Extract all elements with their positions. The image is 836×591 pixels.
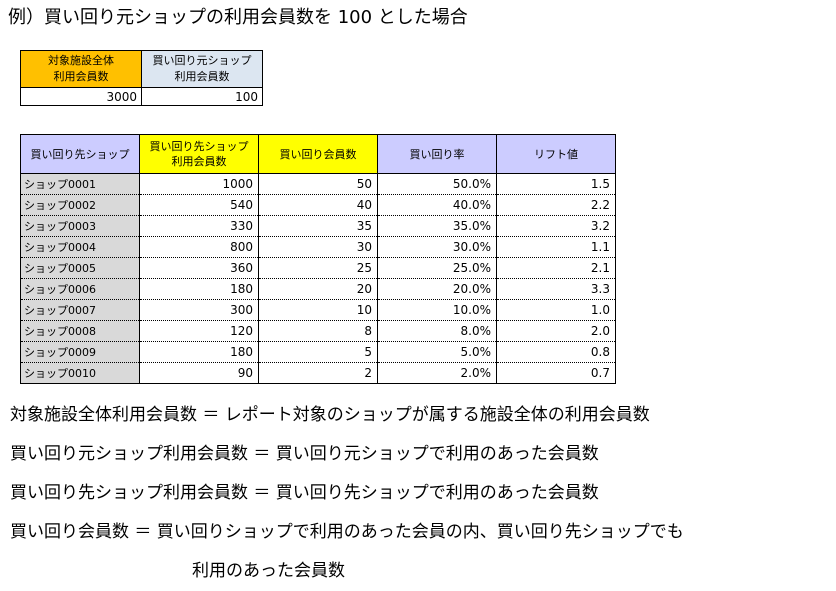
shop-name-cell: ショップ0008 — [20, 320, 140, 342]
source-shop-members-value: 100 — [141, 87, 263, 106]
table-row: ショップ0009 180 5 5.0% 0.8 — [20, 341, 616, 363]
cross-members-cell: 35 — [258, 215, 378, 237]
facility-members-header: 対象施設全体 利用会員数 — [20, 50, 142, 88]
lift-cell: 0.8 — [496, 341, 616, 363]
cross-rate-cell: 25.0% — [377, 257, 497, 279]
definitions: 対象施設全体利用会員数 ＝ レポート対象のショップが属する施設全体の利用会員数 … — [10, 396, 684, 591]
table-row: ショップ0004 800 30 30.0% 1.1 — [20, 236, 616, 258]
shop-name-cell: ショップ0005 — [20, 257, 140, 279]
col-header-cross-members: 買い回り会員数 — [258, 134, 378, 174]
cross-rate-cell: 2.0% — [377, 362, 497, 384]
cross-shopping-table: 買い回り先ショップ 買い回り先ショップ 利用会員数 買い回り会員数 買い回り率 リ… — [20, 134, 616, 384]
target-shop-members-cell: 90 — [139, 362, 259, 384]
lift-cell: 1.5 — [496, 173, 616, 195]
col-header-cross-rate: 買い回り率 — [377, 134, 497, 174]
cross-members-cell: 8 — [258, 320, 378, 342]
target-shop-members-cell: 1000 — [139, 173, 259, 195]
cross-members-cell: 10 — [258, 299, 378, 321]
lift-cell: 2.2 — [496, 194, 616, 216]
shop-name-cell: ショップ0001 — [20, 173, 140, 195]
target-shop-members-cell: 180 — [139, 278, 259, 300]
cross-rate-cell: 5.0% — [377, 341, 497, 363]
definition-target-shop-members: 買い回り先ショップ利用会員数 ＝ 買い回り先ショップで利用のあった会員数 — [10, 483, 599, 503]
table-row: ショップ0001 1000 50 50.0% 1.5 — [20, 173, 616, 195]
facility-members-value: 3000 — [20, 87, 142, 106]
table-row: ショップ0008 120 8 8.0% 2.0 — [20, 320, 616, 342]
definition-source-shop-members: 買い回り元ショップ利用会員数 ＝ 買い回り元ショップで利用のあった会員数 — [10, 444, 599, 464]
shop-name-cell: ショップ0010 — [20, 362, 140, 384]
shop-name-cell: ショップ0009 — [20, 341, 140, 363]
cross-rate-cell: 8.0% — [377, 320, 497, 342]
cross-members-cell: 20 — [258, 278, 378, 300]
col-header-target-shop: 買い回り先ショップ — [20, 134, 140, 174]
cross-rate-cell: 30.0% — [377, 236, 497, 258]
definition-cross-members: 買い回り会員数 ＝ 買い回りショップで利用のあった会員の内、買い回り先ショップで… — [10, 522, 684, 542]
shop-name-cell: ショップ0003 — [20, 215, 140, 237]
definition-cross-members-cont: 利用のあった会員数 — [192, 561, 345, 581]
cross-rate-cell: 40.0% — [377, 194, 497, 216]
col-header-lift: リフト値 — [496, 134, 616, 174]
page-heading: 例）買い回り元ショップの利用会員数を 100 とした場合 — [8, 7, 468, 28]
target-shop-members-cell: 540 — [139, 194, 259, 216]
table-row: ショップ0003 330 35 35.0% 3.2 — [20, 215, 616, 237]
lift-cell: 2.0 — [496, 320, 616, 342]
cross-rate-cell: 50.0% — [377, 173, 497, 195]
table-row: ショップ0007 300 10 10.0% 1.0 — [20, 299, 616, 321]
table-row: ショップ0002 540 40 40.0% 2.2 — [20, 194, 616, 216]
target-shop-members-cell: 300 — [139, 299, 259, 321]
lift-cell: 2.1 — [496, 257, 616, 279]
lift-cell: 1.0 — [496, 299, 616, 321]
target-shop-members-cell: 800 — [139, 236, 259, 258]
cross-members-cell: 40 — [258, 194, 378, 216]
table-row: ショップ0010 90 2 2.0% 0.7 — [20, 362, 616, 384]
target-shop-members-cell: 360 — [139, 257, 259, 279]
cross-members-cell: 2 — [258, 362, 378, 384]
lift-cell: 3.3 — [496, 278, 616, 300]
target-shop-members-cell: 180 — [139, 341, 259, 363]
shop-name-cell: ショップ0002 — [20, 194, 140, 216]
cross-members-cell: 30 — [258, 236, 378, 258]
lift-cell: 3.2 — [496, 215, 616, 237]
lift-cell: 1.1 — [496, 236, 616, 258]
cross-members-cell: 50 — [258, 173, 378, 195]
definition-facility-members: 対象施設全体利用会員数 ＝ レポート対象のショップが属する施設全体の利用会員数 — [10, 405, 650, 425]
shop-name-cell: ショップ0006 — [20, 278, 140, 300]
cross-rate-cell: 35.0% — [377, 215, 497, 237]
cross-members-cell: 25 — [258, 257, 378, 279]
col-header-target-shop-members: 買い回り先ショップ 利用会員数 — [139, 134, 259, 174]
table-row: ショップ0005 360 25 25.0% 2.1 — [20, 257, 616, 279]
shop-name-cell: ショップ0004 — [20, 236, 140, 258]
cross-members-cell: 5 — [258, 341, 378, 363]
source-shop-members-header: 買い回り元ショップ 利用会員数 — [141, 50, 263, 88]
cross-rate-cell: 10.0% — [377, 299, 497, 321]
cross-rate-cell: 20.0% — [377, 278, 497, 300]
lift-cell: 0.7 — [496, 362, 616, 384]
target-shop-members-cell: 120 — [139, 320, 259, 342]
summary-table: 対象施設全体 利用会員数 買い回り元ショップ 利用会員数 3000 100 — [20, 50, 263, 106]
target-shop-members-cell: 330 — [139, 215, 259, 237]
shop-name-cell: ショップ0007 — [20, 299, 140, 321]
table-row: ショップ0006 180 20 20.0% 3.3 — [20, 278, 616, 300]
